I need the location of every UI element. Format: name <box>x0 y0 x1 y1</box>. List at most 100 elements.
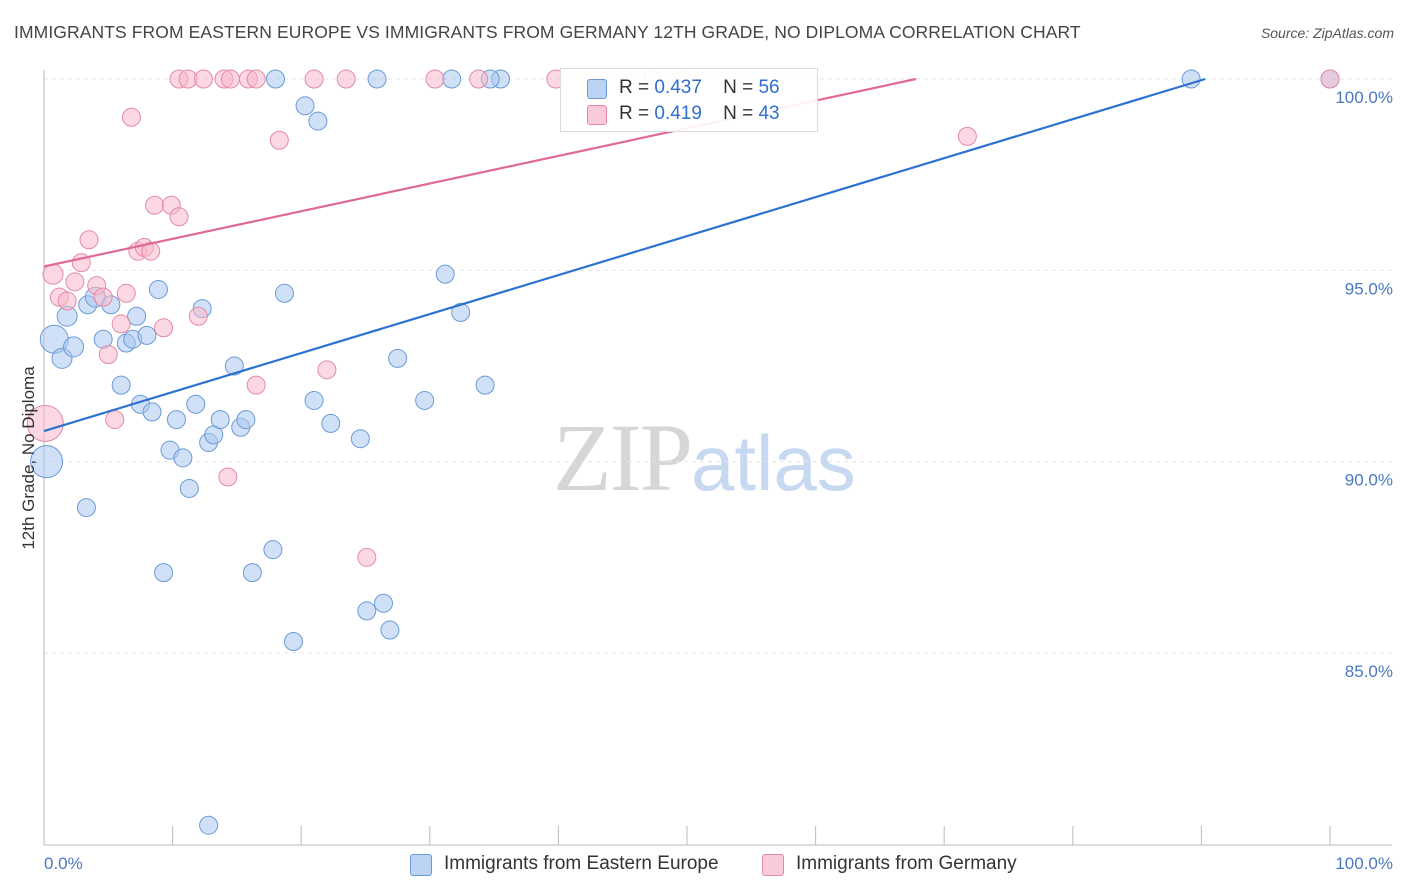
data-point <box>173 448 193 468</box>
data-point <box>166 410 186 430</box>
series-eastern-europe-points <box>30 69 1340 835</box>
data-point <box>357 601 377 621</box>
data-point <box>210 410 230 430</box>
data-point <box>111 314 131 334</box>
data-point <box>236 410 256 430</box>
legend-r-label: R = <box>619 103 650 124</box>
x-tick-label-min: 0.0% <box>44 854 83 873</box>
data-point <box>98 345 118 365</box>
y-tick-label: 85.0% <box>1345 662 1393 681</box>
data-point <box>350 429 370 449</box>
data-point <box>142 402 162 422</box>
data-point <box>469 69 489 89</box>
data-point <box>451 302 471 322</box>
data-point <box>93 287 113 307</box>
bottom-legend-swatch-germany <box>762 854 784 876</box>
legend-swatch-germany <box>587 105 607 125</box>
data-point <box>1181 69 1201 89</box>
data-point <box>145 195 165 215</box>
data-point <box>220 69 240 89</box>
source-credit: Source: ZipAtlas.com <box>1260 25 1394 41</box>
legend-r-value: 0.437 <box>654 77 702 98</box>
watermark-zip: ZIP <box>553 404 693 511</box>
data-point <box>304 390 324 410</box>
data-point <box>336 69 356 89</box>
data-point <box>105 410 125 430</box>
y-tick-label: 95.0% <box>1345 279 1393 298</box>
legend-n-value: 43 <box>758 103 780 124</box>
legend-r-value: 0.419 <box>654 103 702 124</box>
data-point <box>321 413 341 433</box>
data-point <box>295 96 315 116</box>
data-point <box>218 467 238 487</box>
data-point <box>154 563 174 583</box>
data-point <box>442 69 462 89</box>
data-point <box>415 390 435 410</box>
data-point <box>188 306 208 326</box>
data-point <box>193 69 213 89</box>
data-point <box>380 620 400 640</box>
data-point <box>265 69 285 89</box>
data-point <box>242 563 262 583</box>
legend-swatch-eastern-europe <box>587 79 607 99</box>
legend-n-label: N = <box>723 103 754 124</box>
data-point <box>76 498 96 518</box>
data-point <box>957 126 977 146</box>
legend-r-label: R = <box>619 77 650 98</box>
data-point <box>186 394 206 414</box>
data-point <box>269 130 289 150</box>
data-point <box>79 230 99 250</box>
data-point <box>141 241 161 261</box>
data-point <box>263 540 283 560</box>
data-point <box>154 318 174 338</box>
data-point <box>179 478 199 498</box>
data-point <box>224 356 244 376</box>
x-tick-label-max: 100.0% <box>1335 854 1393 873</box>
data-point <box>425 69 445 89</box>
data-point <box>148 279 168 299</box>
data-point <box>357 547 377 567</box>
trend-line-0 <box>43 77 1206 433</box>
watermark: ZIPatlas <box>553 402 856 513</box>
data-point <box>116 283 136 303</box>
data-point <box>169 207 189 227</box>
y-tick-label: 100.0% <box>1335 88 1393 107</box>
legend-n-label: N = <box>723 77 754 98</box>
data-point <box>367 69 387 89</box>
data-point <box>283 632 303 652</box>
bottom-legend-label-germany: Immigrants from Germany <box>796 853 1017 874</box>
data-point <box>199 815 219 835</box>
data-point <box>137 325 157 345</box>
data-point <box>308 111 328 131</box>
data-point <box>30 445 64 479</box>
data-point <box>121 107 141 127</box>
data-point <box>246 375 266 395</box>
data-point <box>111 375 131 395</box>
data-point <box>304 69 324 89</box>
correlation-legend: R = 0.437 N = 56 R = 0.419 N = 43 <box>560 68 818 132</box>
data-point <box>435 264 455 284</box>
data-point <box>127 306 147 326</box>
bottom-legend-label-eastern-europe: Immigrants from Eastern Europe <box>444 853 719 874</box>
watermark-atlas: atlas <box>691 419 856 507</box>
bottom-legend-swatch-eastern-europe <box>410 854 432 876</box>
data-point <box>317 360 337 380</box>
data-point <box>374 593 394 613</box>
y-axis-title: 12th Grade, No Diploma <box>19 366 38 550</box>
data-point <box>1320 69 1340 89</box>
series-germany-points <box>26 69 1340 567</box>
data-point <box>388 348 408 368</box>
data-point <box>26 404 64 442</box>
legend-n-value: 56 <box>758 77 780 98</box>
tick-labels: 85.0% 90.0% 95.0% 100.0% 0.0% 100.0% 12th Grad… <box>19 88 1393 873</box>
data-point <box>57 291 77 311</box>
chart-title: IMMIGRANTS FROM EASTERN EUROPE VS IMMIGR… <box>14 22 1081 42</box>
axes <box>43 70 1392 846</box>
y-tick-label: 90.0% <box>1345 471 1393 490</box>
data-point <box>475 375 495 395</box>
data-point <box>63 336 85 358</box>
data-point <box>65 272 85 292</box>
data-point <box>274 283 294 303</box>
data-point <box>246 69 266 89</box>
